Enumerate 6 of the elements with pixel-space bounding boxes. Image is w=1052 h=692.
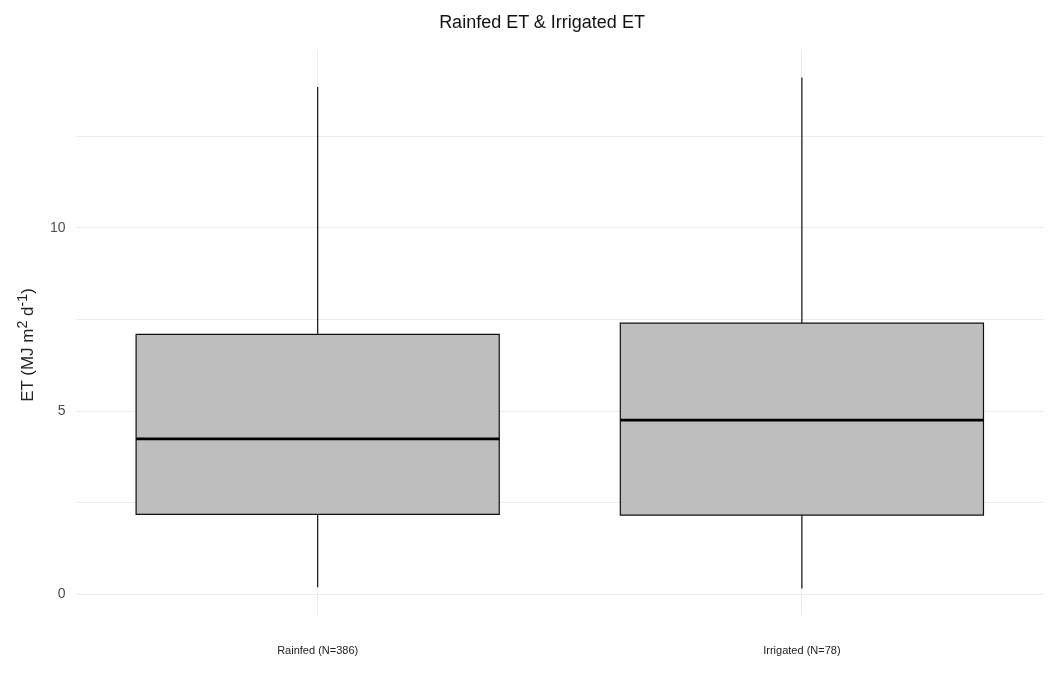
chart-title: Rainfed ET & Irrigated ET [439, 11, 645, 32]
y-tick-label: 0 [57, 585, 66, 602]
x-tick-label: Irrigated (N=78) [763, 644, 841, 657]
x-tick-label: Rainfed (N=386) [277, 644, 359, 657]
y-tick-label: 5 [57, 401, 66, 418]
y-tick-label: 10 [49, 218, 66, 235]
